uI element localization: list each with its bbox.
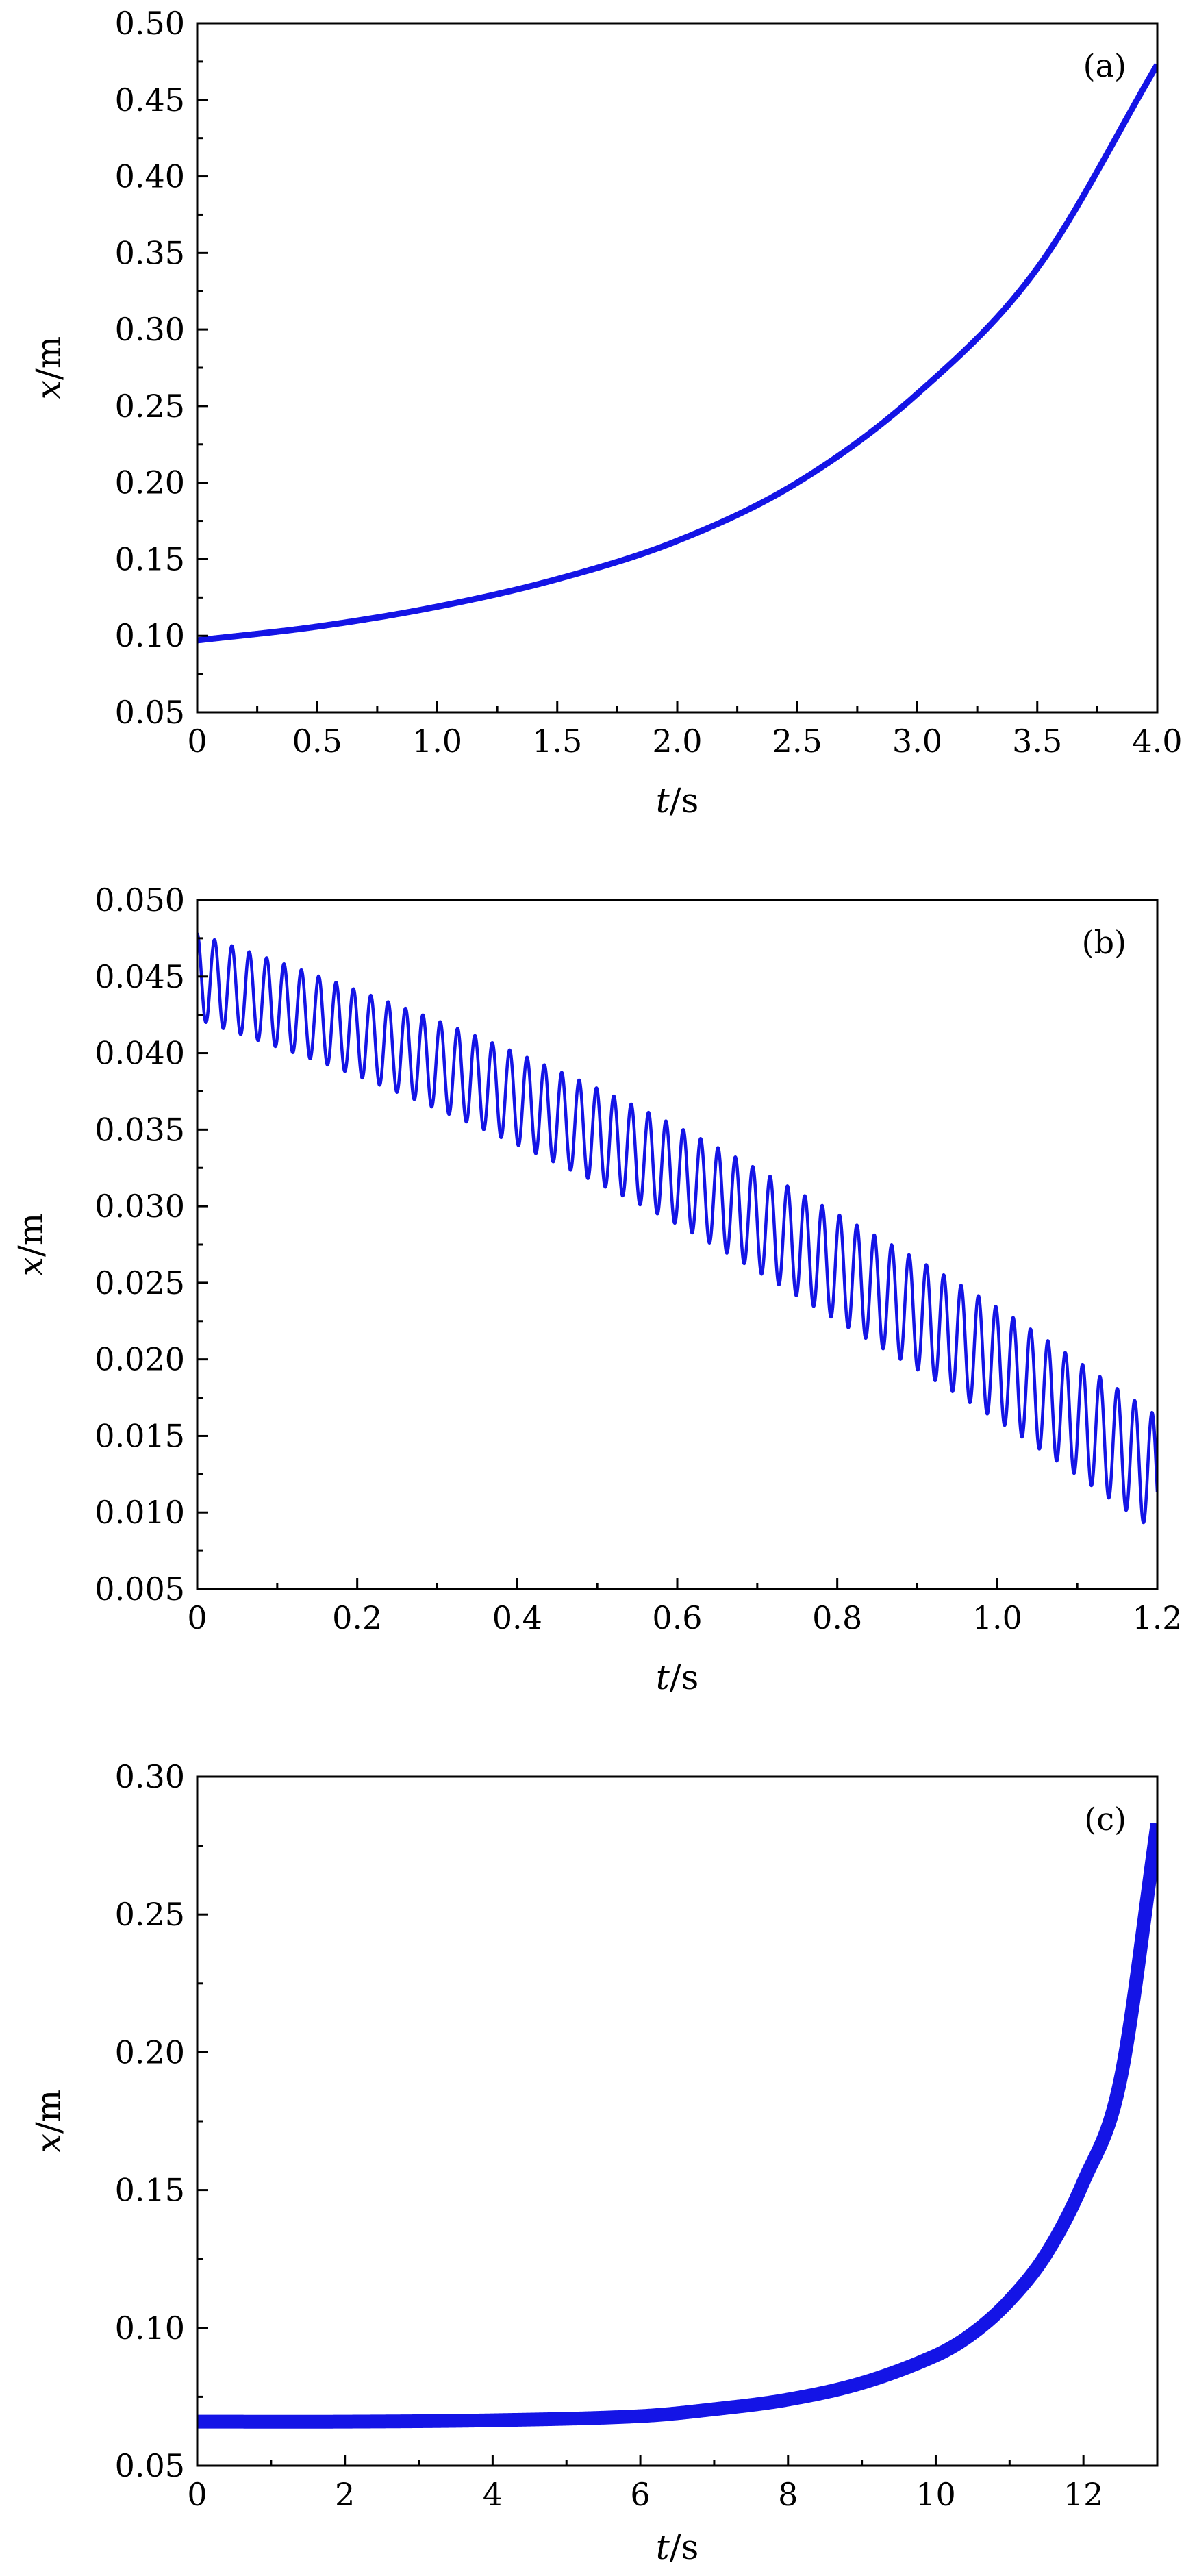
y-tick-label-b-6: 0.035 <box>95 1111 185 1148</box>
y-tick-label-b-4: 0.025 <box>95 1264 185 1301</box>
y-tick-label-b-9: 0.050 <box>95 881 185 918</box>
plot-frame-b <box>196 899 1159 1590</box>
y-tick-label-a-2: 0.15 <box>115 540 185 577</box>
y-tick-label-c-4: 0.25 <box>115 1896 185 1933</box>
y-tick-label-a-6: 0.35 <box>115 234 185 271</box>
x-tick-label-c-2: 4 <box>483 2476 503 2513</box>
x-tick-label-c-5: 10 <box>916 2476 956 2513</box>
y-tick-label-a-7: 0.40 <box>115 158 185 195</box>
x-axis-symbol-b: t <box>656 1658 670 1697</box>
y-axis-symbol-c: x <box>29 2134 68 2153</box>
x-tick-label-a-1: 0.5 <box>292 723 342 760</box>
y-tick-label-a-0: 0.05 <box>115 694 185 731</box>
x-tick-label-a-5: 2.5 <box>772 723 822 760</box>
y-tick-label-b-1: 0.010 <box>95 1494 185 1531</box>
x-tick-label-b-3: 0.6 <box>652 1599 702 1636</box>
y-tick-label-b-5: 0.030 <box>95 1188 185 1225</box>
y-axis-unit-a: m <box>29 336 68 368</box>
x-axis-unit-b: s <box>681 1658 699 1697</box>
y-tick-label-b-7: 0.040 <box>95 1035 185 1072</box>
x-tick-label-c-6: 12 <box>1063 2476 1104 2513</box>
x-tick-label-a-4: 2.0 <box>652 723 702 760</box>
x-axis-unit-c: s <box>681 2527 699 2567</box>
y-tick-label-c-0: 0.05 <box>115 2447 185 2484</box>
x-tick-label-b-0: 0 <box>187 1599 207 1636</box>
x-tick-label-b-1: 0.2 <box>332 1599 382 1636</box>
x-tick-label-a-3: 1.5 <box>532 723 582 760</box>
y-tick-label-c-2: 0.15 <box>115 2172 185 2209</box>
y-axis-label-b: x/m <box>11 1213 51 1276</box>
y-tick-label-a-5: 0.30 <box>115 311 185 348</box>
y-axis-symbol-a: x <box>29 380 68 399</box>
y-axis-label-c: x/m <box>29 2090 68 2153</box>
y-axis-sep-c: / <box>29 2122 68 2134</box>
x-tick-label-a-2: 1.0 <box>412 723 462 760</box>
x-tick-label-a-7: 3.5 <box>1012 723 1062 760</box>
x-axis-sep-a: / <box>670 781 681 821</box>
panel-label-b: (b) <box>1082 924 1126 961</box>
chart-panel-a: 0 0.5 1.0 1.5 2.0 2.5 3.0 3.5 4.0 0.05 0.10 0.15 0.2… <box>29 5 1183 821</box>
series-line-a-0 <box>197 63 1157 644</box>
y-axis-unit-c: m <box>29 2090 68 2122</box>
y-tick-label-c-5: 0.30 <box>115 1758 185 1795</box>
x-tick-label-a-0: 0 <box>187 723 207 760</box>
x-tick-label-a-6: 3.0 <box>892 723 942 760</box>
x-axis-sep-c: / <box>670 2527 681 2567</box>
x-axis-symbol-c: t <box>656 2527 670 2567</box>
y-axis-sep-b: / <box>11 1245 51 1257</box>
y-tick-label-b-3: 0.020 <box>95 1341 185 1378</box>
x-tick-label-c-0: 0 <box>187 2476 207 2513</box>
plot-frame-c <box>196 1775 1159 2467</box>
y-tick-label-b-0: 0.005 <box>95 1571 185 1608</box>
y-axis-symbol-b: x <box>11 1257 51 1276</box>
y-tick-label-a-9: 0.50 <box>115 5 185 42</box>
y-tick-label-c-1: 0.10 <box>115 2310 185 2347</box>
x-tick-label-b-6: 1.2 <box>1132 1599 1182 1636</box>
y-axis-sep-a: / <box>29 368 68 380</box>
x-axis-symbol-a: t <box>656 781 670 821</box>
x-tick-label-c-4: 8 <box>778 2476 798 2513</box>
y-axis-label-a: x/m <box>29 336 68 399</box>
panel-label-c: (c) <box>1084 1801 1126 1838</box>
x-axis-label-a: t/s <box>656 781 699 821</box>
chart-panel-c: 0 2 4 6 8 10 120.050.100.150.200.250.30 (c) t/… <box>29 1758 1159 2567</box>
x-tick-label-b-2: 0.4 <box>492 1599 542 1636</box>
y-tick-label-b-8: 0.045 <box>95 958 185 995</box>
y-axis-unit-b: m <box>11 1213 51 1245</box>
x-axis-sep-b: / <box>670 1658 681 1697</box>
x-tick-label-c-1: 2 <box>335 2476 355 2513</box>
x-axis-label-c: t/s <box>656 2527 699 2567</box>
series-line-c-0 <box>197 1822 1157 2429</box>
x-tick-label-b-5: 1.0 <box>972 1599 1022 1636</box>
y-tick-label-a-1: 0.10 <box>115 617 185 654</box>
y-tick-label-a-3: 0.20 <box>115 464 185 501</box>
x-axis-label-b: t/s <box>656 1658 699 1697</box>
y-tick-label-c-3: 0.20 <box>115 2034 185 2071</box>
y-tick-label-a-8: 0.45 <box>115 82 185 118</box>
x-axis-unit-a: s <box>681 781 699 821</box>
y-tick-label-b-2: 0.015 <box>95 1417 185 1454</box>
x-tick-label-c-3: 6 <box>630 2476 650 2513</box>
x-tick-label-b-4: 0.8 <box>812 1599 862 1636</box>
panel-label-a: (a) <box>1083 47 1126 84</box>
series-line-b-0 <box>197 932 1157 1525</box>
chart-panel-b: 0 0.2 0.4 0.6 0.8 1.0 1.2 0.005 0.010 0.015 0.020 0… <box>11 881 1183 1697</box>
plot-frame-a <box>196 22 1159 714</box>
y-tick-label-a-4: 0.25 <box>115 388 185 425</box>
x-tick-label-a-8: 4.0 <box>1132 723 1182 760</box>
